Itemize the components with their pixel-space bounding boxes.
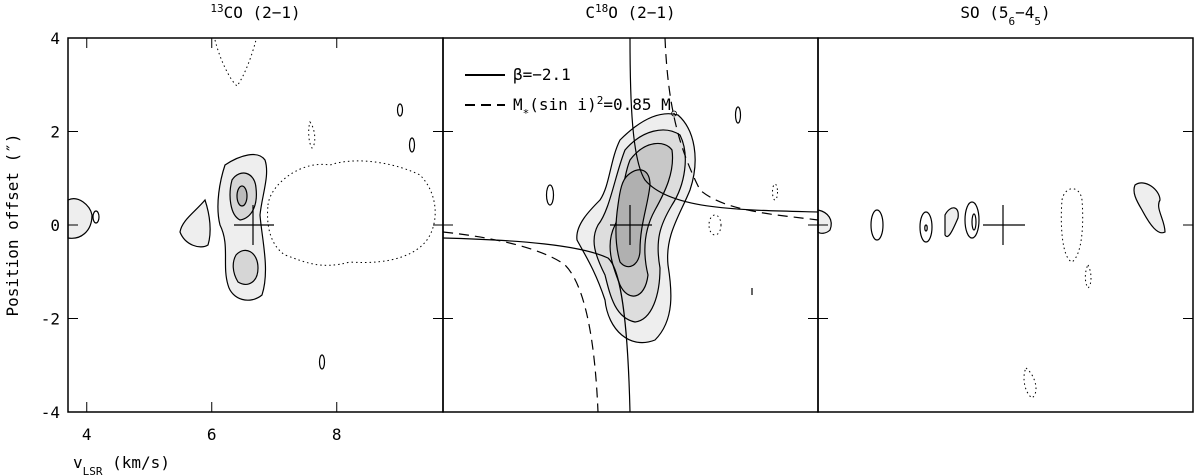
contours-panel-1 xyxy=(67,39,436,370)
text-part: −4 xyxy=(1015,3,1034,22)
legend-label: M*(sin i)2=0.85 M⊙ xyxy=(513,94,677,120)
text-part: (km/s) xyxy=(103,453,170,472)
x-tick-label: 8 xyxy=(332,425,342,444)
text-part: ) xyxy=(1041,3,1051,22)
contours-panel-2 xyxy=(442,37,819,413)
panel-title: 13CO (2−1) xyxy=(210,2,300,23)
text-part: 5 xyxy=(1034,15,1041,28)
panel-title: C18O (2−1) xyxy=(585,2,675,23)
panel-title: SO (56−45) xyxy=(960,3,1050,28)
text-part: 18 xyxy=(595,2,608,15)
text-part: 13 xyxy=(210,2,223,15)
y-tick-label: 0 xyxy=(50,216,60,235)
text-part: SO (5 xyxy=(960,3,1008,22)
x-tick-label: 4 xyxy=(82,425,92,444)
y-tick-label: -4 xyxy=(41,403,60,422)
text-part: CO (2−1) xyxy=(224,3,301,22)
text-part: β=−2.1 xyxy=(513,65,571,84)
text-part: * xyxy=(523,107,530,120)
text-part: =0.85 M xyxy=(603,95,670,114)
text-part: ⊙ xyxy=(671,107,678,120)
text-part: (sin i) xyxy=(529,95,596,114)
x-tick-label: 6 xyxy=(207,425,217,444)
text-part: O (2−1) xyxy=(608,3,675,22)
text-part: 2 xyxy=(597,94,604,107)
text-part: C xyxy=(585,3,595,22)
legend-label: β=−2.1 xyxy=(513,65,571,84)
contours-panel-3 xyxy=(817,182,1166,399)
text-part: M xyxy=(513,95,523,114)
y-tick-label: 2 xyxy=(50,123,60,142)
text-part: 6 xyxy=(1009,15,1016,28)
y-tick-label: -2 xyxy=(41,310,60,329)
y-axis-label: Position offset (″) xyxy=(3,133,22,316)
text-part: LSR xyxy=(83,465,103,476)
x-axis-label: vLSR (km/s) xyxy=(73,453,170,476)
text-part: v xyxy=(73,453,83,472)
y-tick-label: 4 xyxy=(50,29,60,48)
